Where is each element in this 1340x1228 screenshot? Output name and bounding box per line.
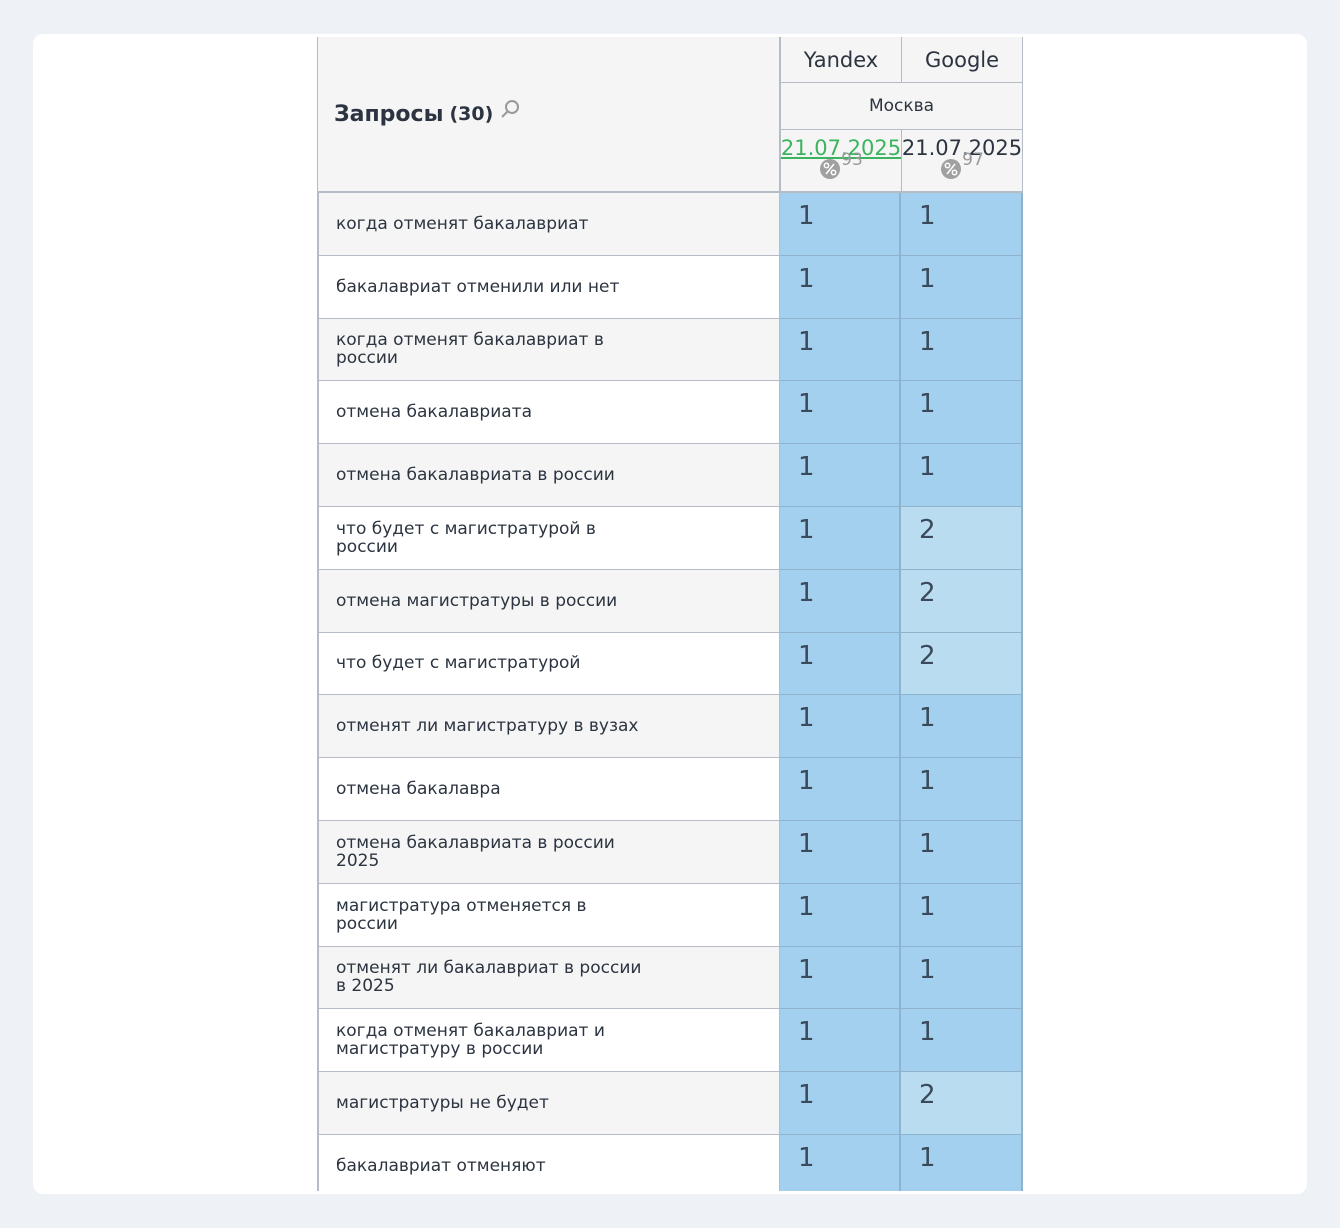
query-cell: отмена бакалавра [317, 758, 781, 821]
query-cell: отмена бакалавриата в россии 2025 [317, 821, 781, 884]
query-text: россии [336, 536, 398, 557]
query-cell: когда отменят бакалавриат и магистратуру … [317, 1009, 781, 1073]
engine-header: Google [901, 37, 1023, 83]
query-text: когда отменят бакалавриат в [336, 330, 604, 351]
query-text: бакалавриат отменяют [336, 1155, 546, 1176]
header-title: Запросы [334, 101, 444, 127]
query-text: что будет с магистратурой в [336, 518, 596, 539]
position-cell: 1 [901, 946, 1023, 1010]
position-cell: 1 [901, 1009, 1023, 1073]
date-cell: 21.07.2025 93 [780, 129, 902, 193]
card: Запросы (30) Yandex Google Москва 21.07.… [33, 34, 1307, 1194]
query-text: когда отменят бакалавриат и [336, 1021, 605, 1042]
percent: 93 [819, 150, 863, 180]
percent-value: 93 [841, 149, 863, 170]
position-cell: 1 [901, 758, 1023, 821]
query-text: отмена магистратуры в россии [336, 590, 618, 611]
query-cell: отмена магистратуры в россии [317, 569, 781, 633]
position-cell: 1 [901, 821, 1023, 884]
query-text: россии [336, 913, 398, 934]
position-cell: 1 [780, 255, 901, 319]
position-cell: 1 [780, 883, 901, 947]
position-cell: 2 [901, 507, 1023, 570]
header-count: (30) [449, 103, 494, 125]
position-cell: 1 [901, 193, 1023, 256]
query-cell: что будет с магистратурой [317, 632, 781, 696]
position-cell: 1 [780, 758, 901, 821]
position-cell: 1 [780, 1072, 901, 1135]
query-text: отмена бакалавра [336, 779, 501, 800]
query-text: россии [336, 348, 398, 369]
percent-icon [820, 158, 841, 179]
query-text: отменят ли магистратуру в вузах [336, 716, 639, 737]
position-cell: 1 [901, 1135, 1023, 1191]
position-cell: 2 [901, 569, 1023, 633]
position-cell: 1 [780, 318, 901, 382]
table-body: когда отменят бакалавриат 1 1 бакалавриат о… [317, 193, 1023, 1191]
position-cell: 1 [780, 381, 901, 445]
query-text: что будет с магистратурой [336, 653, 581, 674]
position-cell: 2 [901, 1072, 1023, 1135]
date-link[interactable]: 21.07.2025 [780, 135, 902, 160]
query-text: бакалавриат отменили или нет [336, 276, 620, 297]
percent: 97 [940, 150, 984, 180]
position-cell: 1 [780, 444, 901, 507]
query-cell: отмена бакалавриата [317, 381, 781, 445]
position-cell: 1 [780, 1009, 901, 1073]
region-header: Москва [780, 82, 1023, 130]
date: 21.07.2025 [901, 135, 1023, 160]
position-cell: 1 [780, 632, 901, 696]
position-cell: 1 [780, 193, 901, 256]
query-text: отмена бакалавриата [336, 402, 532, 423]
date-cell: 21.07.2025 97 [901, 129, 1023, 193]
table: Запросы (30) Yandex Google Москва 21.07.… [317, 37, 1023, 1194]
position-cell: 1 [901, 381, 1023, 445]
query-cell: что будет с магистратурой в россии [317, 507, 781, 570]
query-text: магистратуры не будет [336, 1093, 549, 1114]
query-cell: магистратуры не будет [317, 1072, 781, 1135]
position-cell: 1 [780, 695, 901, 759]
query-cell: когда отменят бакалавриат [317, 193, 781, 256]
position-cell: 1 [780, 946, 901, 1010]
position-cell: 1 [901, 444, 1023, 507]
query-text: 2025 [336, 850, 380, 871]
percent-value: 97 [962, 149, 984, 170]
query-text: в 2025 [336, 976, 395, 997]
position-cell: 1 [780, 1135, 901, 1191]
query-text: магистратуру в россии [336, 1039, 544, 1060]
query-cell: отменят ли магистратуру в вузах [317, 695, 781, 759]
query-text: магистратура отменяется в [336, 895, 587, 916]
query-cell: когда отменят бакалавриат в россии [317, 318, 781, 382]
query-cell: бакалавриат отменили или нет [317, 255, 781, 319]
search-icon[interactable] [499, 99, 521, 121]
position-cell: 2 [901, 632, 1023, 696]
query-text: отмена бакалавриата в россии [336, 465, 615, 486]
position-cell: 1 [901, 883, 1023, 947]
position-cell: 1 [780, 569, 901, 633]
engine-header: Yandex [780, 37, 902, 83]
position-cell: 1 [901, 255, 1023, 319]
position-cell: 1 [780, 821, 901, 884]
query-cell: бакалавриат отменяют [317, 1135, 781, 1191]
query-cell: отменят ли бакалавриат в россии в 2025 [317, 946, 781, 1010]
query-text: когда отменят бакалавриат [336, 213, 589, 234]
query-text: отмена бакалавриата в россии [336, 832, 615, 853]
percent-icon [941, 158, 962, 179]
query-header: Запросы (30) [317, 37, 781, 193]
position-cell: 1 [901, 695, 1023, 759]
query-text: отменят ли бакалавриат в россии [336, 958, 642, 979]
position-cell: 1 [901, 318, 1023, 382]
position-cell: 1 [780, 507, 901, 570]
query-cell: магистратура отменяется в россии [317, 883, 781, 947]
query-cell: отмена бакалавриата в россии [317, 444, 781, 507]
